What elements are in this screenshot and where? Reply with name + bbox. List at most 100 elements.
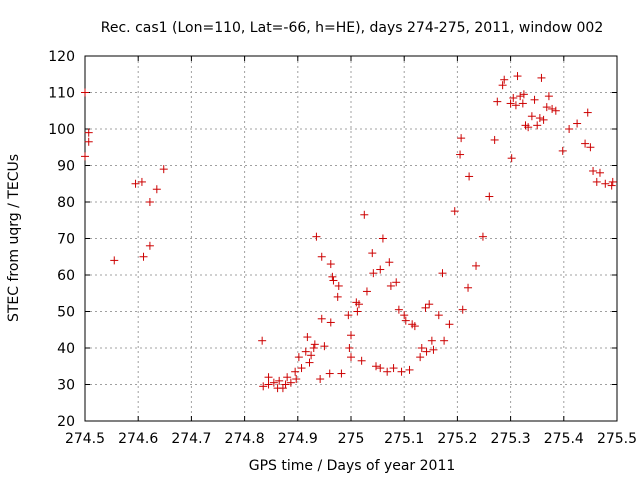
data-point (581, 139, 590, 148)
data-point (429, 345, 438, 354)
data-point (259, 382, 268, 391)
data-point (527, 112, 536, 121)
data-point (320, 342, 329, 351)
data-point (608, 177, 617, 186)
y-axis-label: STEC from uqrg / TECUs (6, 154, 22, 322)
data-point (264, 380, 273, 389)
data-point (353, 307, 362, 316)
x-tick-label: 274.8 (225, 431, 265, 447)
data-point (498, 81, 507, 90)
data-point (506, 99, 515, 108)
data-point (307, 351, 316, 360)
data-point (152, 185, 161, 194)
data-point (464, 283, 473, 292)
data-point (372, 362, 381, 371)
data-point (258, 336, 267, 345)
x-tick-label: 275.3 (491, 431, 531, 447)
data-point (286, 378, 295, 387)
data-point (542, 103, 551, 112)
grid-lines (85, 56, 617, 421)
data-point (524, 123, 533, 132)
data-point (292, 375, 301, 384)
data-point (81, 152, 89, 161)
data-point (325, 369, 334, 378)
data-point (303, 333, 312, 342)
data-point (537, 73, 546, 82)
data-point (326, 318, 335, 327)
y-tick-label: 80 (57, 195, 75, 211)
data-point (421, 303, 430, 312)
x-tick-label: 274.7 (171, 431, 211, 447)
data-point (305, 358, 314, 367)
data-point (416, 353, 425, 362)
data-point (84, 128, 93, 137)
data-point (84, 137, 93, 146)
data-point (316, 375, 325, 384)
data-point (583, 108, 592, 117)
data-point (456, 150, 465, 159)
data-point (601, 179, 610, 188)
data-point (294, 353, 303, 362)
data-point (530, 95, 539, 104)
data-point (360, 210, 369, 219)
y-tick-label: 50 (57, 305, 75, 321)
data-point (317, 252, 326, 261)
data-point (376, 265, 385, 274)
data-point (81, 88, 89, 97)
data-point (595, 168, 604, 177)
data-point (137, 177, 146, 186)
data-point (354, 300, 363, 309)
data-point (607, 181, 616, 190)
data-point (511, 101, 520, 110)
data-point (309, 344, 318, 352)
y-tick-label: 20 (57, 414, 75, 430)
data-point (344, 311, 353, 320)
data-point (427, 336, 436, 345)
data-point (145, 198, 154, 206)
data-point (397, 367, 406, 376)
y-tick-label: 120 (48, 49, 75, 65)
y-tick-label: 70 (57, 232, 75, 248)
data-point (345, 344, 354, 352)
x-axis-label: GPS time / Days of year 2011 (249, 458, 456, 474)
data-point (269, 378, 278, 387)
x-tick-label: 274.9 (278, 431, 318, 447)
data-point (422, 347, 431, 356)
data-point (347, 353, 355, 362)
data-point (394, 305, 403, 314)
data-point (516, 92, 525, 101)
data-point (362, 287, 371, 296)
data-point (445, 320, 454, 329)
data-point (264, 373, 273, 382)
data-point (551, 106, 560, 115)
x-tick-label: 274.5 (65, 431, 105, 447)
data-point (145, 241, 154, 250)
data-point (440, 336, 449, 345)
data-point (417, 344, 426, 352)
data-point (586, 143, 595, 152)
y-tick-label: 110 (48, 86, 75, 102)
data-point (312, 232, 321, 241)
data-point (478, 232, 487, 241)
data-point (376, 364, 385, 373)
data-point (310, 340, 319, 349)
data-point (368, 249, 377, 258)
data-point (513, 72, 522, 81)
x-tick-label: 274.6 (118, 431, 158, 447)
y-tick-label: 90 (57, 159, 75, 175)
data-point (357, 356, 366, 365)
data-point (410, 322, 419, 331)
data-point (465, 172, 474, 181)
data-point (425, 300, 434, 309)
data-point (500, 75, 509, 84)
data-point (328, 272, 337, 281)
data-point (301, 347, 310, 356)
data-point (592, 177, 601, 186)
y-tick-label: 40 (57, 341, 75, 357)
data-points (81, 72, 617, 393)
data-point (533, 121, 542, 130)
data-point (389, 364, 398, 373)
x-tick-label: 275.1 (384, 431, 424, 447)
x-tick-label: 275 (338, 431, 365, 447)
data-point (539, 115, 548, 124)
